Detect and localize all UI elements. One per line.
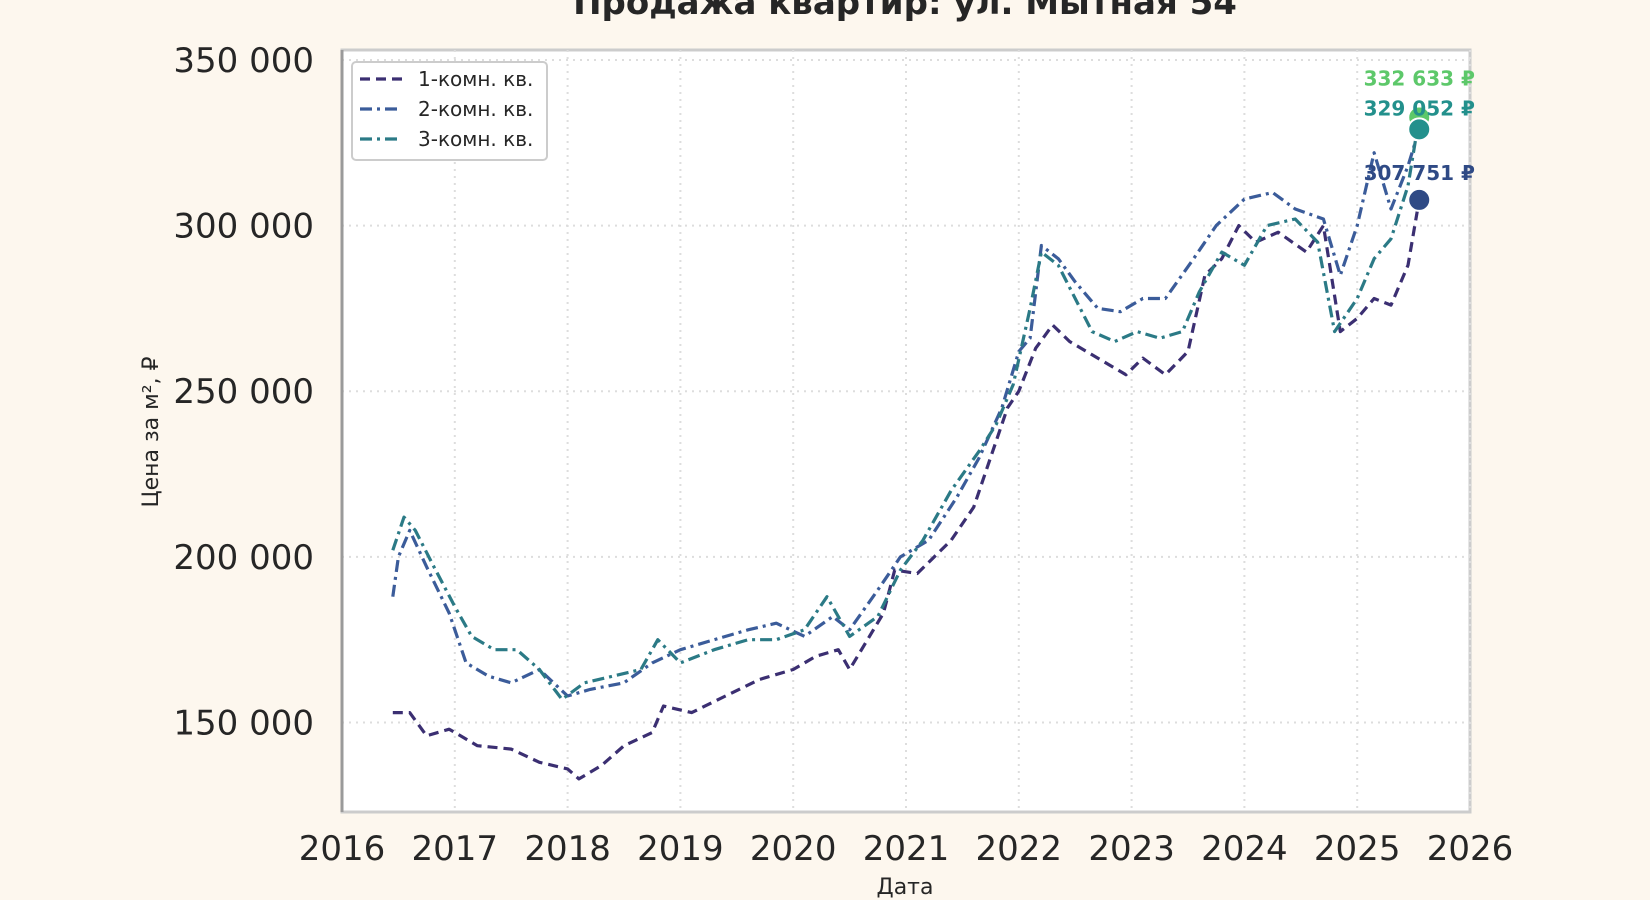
x-tick-label: 2022 [976, 829, 1063, 869]
axis-ticks: 2016 2017 2018 2019 2020 2021 2022 2023 2024 2025… [173, 41, 1513, 869]
series-line-3 [391, 117, 1421, 701]
y-tick-label: 200 000 [173, 538, 314, 578]
x-tick-label: 2026 [1427, 829, 1514, 869]
series-line-1 [392, 199, 1421, 781]
end-marker-label: 329 052 ₽ [1364, 96, 1475, 120]
y-tick-label: 300 000 [173, 207, 314, 247]
series-group [391, 117, 1421, 781]
x-tick-label: 2017 [412, 829, 499, 869]
end-marker-point [1407, 187, 1432, 212]
x-tick-label: 2024 [1201, 829, 1288, 869]
legend: 1-комн. кв. 2-комн. кв. 3-комн. кв. [351, 61, 548, 161]
chart-title: Продажа квартир: ул. Мытная 54 [573, 0, 1237, 23]
y-axis-label: Цена за м², ₽ [139, 356, 164, 507]
legend-entry: 1-комн. кв. [418, 67, 533, 91]
x-tick-label: 2025 [1314, 829, 1401, 869]
x-tick-label: 2019 [637, 829, 724, 869]
legend-entry: 2-комн. кв. [418, 97, 533, 121]
x-tick-label: 2023 [1088, 829, 1175, 869]
legend-box [351, 61, 548, 161]
end-marker-label: 332 633 ₽ [1364, 66, 1475, 90]
end-marker-point [1407, 117, 1432, 142]
legend-entry: 3-комн. кв. [418, 127, 533, 151]
y-tick-label: 350 000 [173, 41, 314, 81]
x-tick-label: 2016 [299, 829, 386, 869]
x-tick-label: 2018 [524, 829, 611, 869]
y-tick-label: 250 000 [173, 372, 314, 412]
end-marker-label: 307 751 ₽ [1364, 161, 1475, 185]
plot-area [340, 48, 1472, 814]
x-axis-label: Дата [877, 875, 934, 900]
series-line-2 [391, 128, 1421, 698]
x-tick-label: 2021 [863, 829, 950, 869]
grid-lines [340, 50, 1471, 812]
y-tick-label: 150 000 [173, 704, 314, 744]
end-markers-group: 332 633 ₽ 329 052 ₽ 307 751 ₽ [1364, 66, 1475, 212]
x-tick-label: 2020 [750, 829, 837, 869]
